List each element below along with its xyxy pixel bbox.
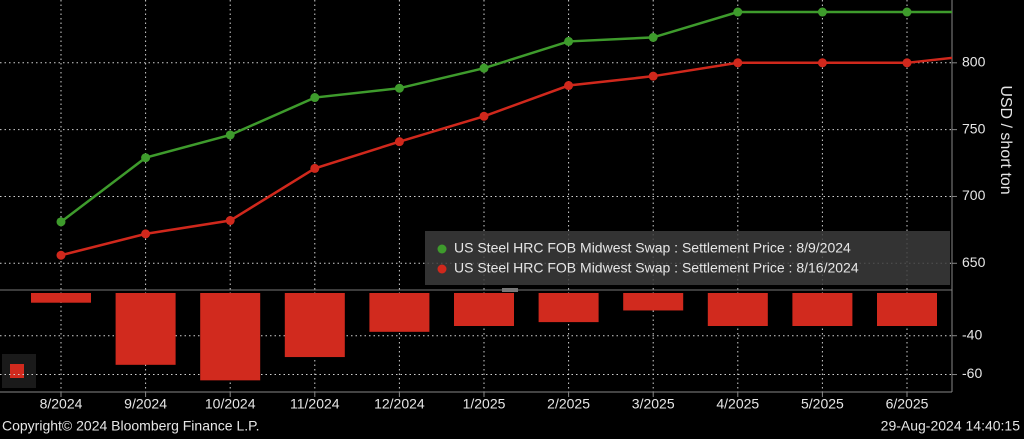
bar <box>284 293 345 358</box>
bar <box>707 293 768 326</box>
point <box>56 217 66 227</box>
point <box>310 93 320 103</box>
legend-marker <box>437 264 447 274</box>
legend-label: US Steel HRC FOB Midwest Swap : Settleme… <box>454 240 851 256</box>
bar <box>115 293 176 365</box>
legend: US Steel HRC FOB Midwest Swap : Settleme… <box>425 231 950 285</box>
legend-marker <box>437 244 447 254</box>
y-tick-label: 650 <box>962 254 986 270</box>
bar-legend-swatch <box>10 364 24 378</box>
y-tick-label: 750 <box>962 120 986 136</box>
footer-right: 29-Aug-2024 14:40:15 <box>881 418 1021 434</box>
series-line <box>60 10 952 223</box>
x-tick-label: 4/2025 <box>716 396 759 412</box>
y-tick-label: 800 <box>962 54 986 70</box>
point <box>733 7 743 17</box>
legend-label: US Steel HRC FOB Midwest Swap : Settleme… <box>454 260 859 276</box>
x-tick-label: 12/2024 <box>374 396 425 412</box>
series-line <box>60 56 952 257</box>
y-axis-title: USD / short ton <box>997 85 1014 194</box>
point <box>564 36 574 46</box>
point <box>225 216 235 226</box>
plot-area <box>0 0 952 392</box>
x-tick-label: 10/2024 <box>205 396 256 412</box>
point <box>648 32 658 42</box>
point <box>394 83 404 93</box>
x-tick-label: 9/2024 <box>124 396 167 412</box>
x-tick-label: 11/2024 <box>290 396 340 412</box>
point <box>648 71 658 81</box>
point <box>394 137 404 147</box>
point <box>733 58 743 68</box>
point <box>225 130 235 140</box>
x-tick-label: 5/2025 <box>801 396 844 412</box>
point <box>310 163 320 173</box>
point <box>564 81 574 91</box>
bar <box>454 293 514 326</box>
point <box>817 7 827 17</box>
x-tick-label: 3/2025 <box>632 396 675 412</box>
point <box>817 58 827 68</box>
y-tick-label: 700 <box>962 187 986 203</box>
x-tick-label: 8/2024 <box>40 396 83 412</box>
y-tick-label: -60 <box>962 365 982 381</box>
point <box>479 63 489 73</box>
bar <box>200 293 261 381</box>
point <box>902 58 912 68</box>
point <box>56 250 66 260</box>
y-tick-label: -40 <box>962 326 982 342</box>
divider-handle <box>502 288 518 292</box>
x-tick-label: 2/2025 <box>547 396 590 412</box>
bar <box>538 293 599 323</box>
legend-box <box>425 231 950 285</box>
x-tick-label: 1/2025 <box>463 396 506 412</box>
point <box>141 153 151 163</box>
bar <box>792 293 853 326</box>
bar <box>877 293 937 326</box>
bar <box>369 293 430 332</box>
bar <box>623 293 684 311</box>
point <box>902 7 912 17</box>
footer-left: Copyright© 2024 Bloomberg Finance L.P. <box>2 418 260 434</box>
point <box>479 111 489 121</box>
bar <box>31 293 91 303</box>
point <box>141 229 151 239</box>
x-tick-label: 6/2025 <box>886 396 929 412</box>
